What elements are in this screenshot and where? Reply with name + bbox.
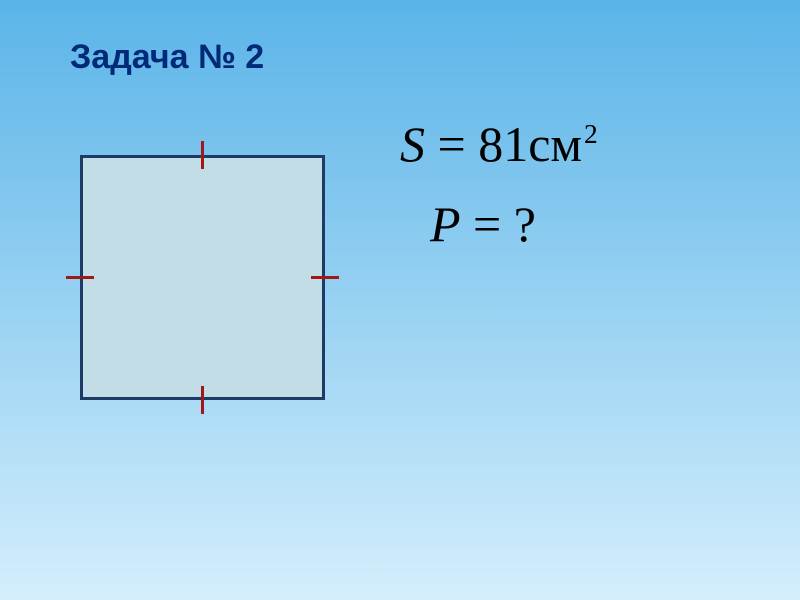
perimeter-variable: P (430, 196, 461, 252)
area-formula: S = 81см2 (400, 115, 598, 173)
equal-tick-left-icon (66, 276, 94, 279)
area-unit: см (528, 116, 582, 172)
square-figure-wrap (80, 155, 325, 400)
area-value: 81 (478, 116, 528, 172)
equal-tick-bottom-icon (201, 386, 204, 414)
perimeter-value: ? (514, 196, 536, 252)
area-exponent: 2 (584, 118, 598, 149)
slide-canvas: Задача № 2 S = 81см2 P = ? (0, 0, 800, 600)
square-figure (80, 155, 325, 400)
equal-tick-top-icon (201, 141, 204, 169)
equal-tick-right-icon (311, 276, 339, 279)
perimeter-equals: = (461, 196, 514, 252)
area-variable: S (400, 116, 425, 172)
problem-title: Задача № 2 (70, 38, 264, 77)
perimeter-formula: P = ? (430, 195, 536, 253)
area-equals: = (425, 116, 478, 172)
